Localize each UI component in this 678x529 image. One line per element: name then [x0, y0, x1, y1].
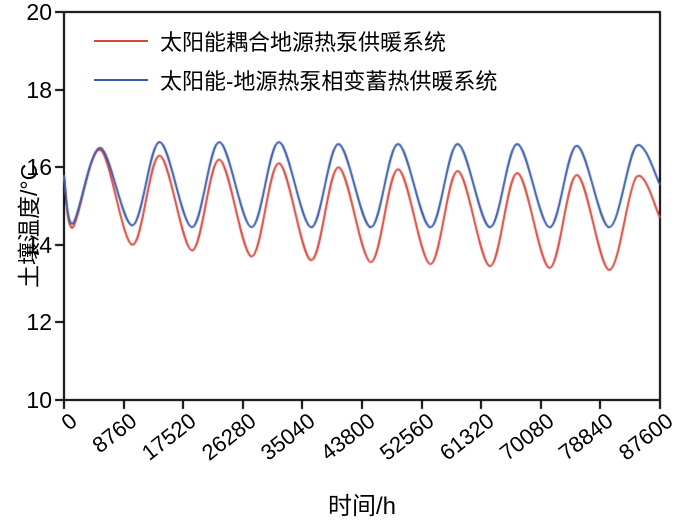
- legend-item-phase-change: 太阳能-地源热泵相变蓄热供暖系统: [94, 63, 497, 96]
- legend-label-solar-coupled: 太阳能耦合地源热泵供暖系统: [160, 29, 447, 55]
- legend: 太阳能耦合地源热泵供暖系统 太阳能-地源热泵相变蓄热供暖系统: [94, 24, 497, 96]
- y-tick-label: 12: [26, 309, 52, 336]
- y-tick-label: 18: [26, 76, 52, 103]
- legend-line-blue: [94, 78, 148, 81]
- y-tick-label: 14: [26, 231, 52, 258]
- y-axis-title: 土壤温度/°C: [16, 163, 42, 288]
- y-tick-label: 20: [26, 0, 52, 25]
- legend-item-solar-coupled: 太阳能耦合地源热泵供暖系统: [94, 24, 497, 57]
- legend-line-red: [94, 39, 148, 42]
- y-tick-label: 10: [26, 387, 52, 413]
- legend-label-phase-change: 太阳能-地源热泵相变蓄热供暖系统: [160, 68, 498, 94]
- x-axis-title: 时间/h: [327, 493, 396, 520]
- y-tick-label: 16: [26, 154, 52, 181]
